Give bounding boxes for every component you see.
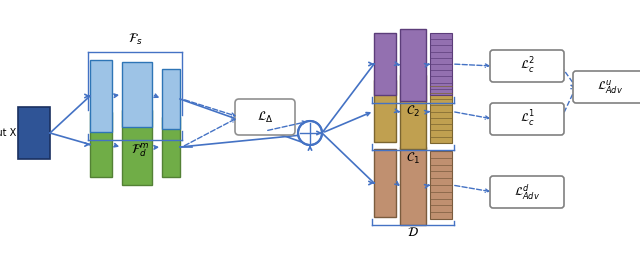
FancyBboxPatch shape <box>573 71 640 103</box>
FancyBboxPatch shape <box>490 50 564 82</box>
Text: $\mathcal{F}_s$: $\mathcal{F}_s$ <box>127 32 142 47</box>
Bar <box>430 33 452 95</box>
Text: Input X: Input X <box>0 128 16 138</box>
Text: $\mathcal{C}_1$: $\mathcal{C}_1$ <box>406 151 420 166</box>
FancyBboxPatch shape <box>490 103 564 135</box>
Bar <box>90 112 112 177</box>
Bar <box>374 33 396 95</box>
Bar <box>400 75 426 149</box>
Text: $\mathcal{D}$: $\mathcal{D}$ <box>407 226 419 239</box>
Bar <box>400 147 426 225</box>
Bar <box>90 60 112 132</box>
Text: $\mathcal{F}_d^m$: $\mathcal{F}_d^m$ <box>131 141 149 159</box>
Text: $\mathcal{L}^d_{Adv}$: $\mathcal{L}^d_{Adv}$ <box>514 182 540 202</box>
Bar <box>400 29 426 101</box>
Bar <box>18 107 50 159</box>
Bar <box>374 80 396 142</box>
Bar <box>122 62 152 127</box>
Bar <box>430 80 452 143</box>
FancyBboxPatch shape <box>490 176 564 208</box>
Text: $\mathcal{L}^2_c$: $\mathcal{L}^2_c$ <box>520 56 534 76</box>
Text: $\mathcal{L}_{\Delta}$: $\mathcal{L}_{\Delta}$ <box>257 110 273 125</box>
Bar <box>162 117 180 177</box>
Text: $\mathcal{L}^1_c$: $\mathcal{L}^1_c$ <box>520 109 534 129</box>
Text: $\mathcal{C}_2$: $\mathcal{C}_2$ <box>406 104 420 119</box>
Bar <box>162 69 180 129</box>
Bar <box>430 151 452 219</box>
Bar <box>122 110 152 185</box>
Bar <box>374 149 396 217</box>
Text: $\mathcal{L}^u_{Adv}$: $\mathcal{L}^u_{Adv}$ <box>597 78 623 96</box>
Circle shape <box>298 121 322 145</box>
FancyBboxPatch shape <box>235 99 295 135</box>
